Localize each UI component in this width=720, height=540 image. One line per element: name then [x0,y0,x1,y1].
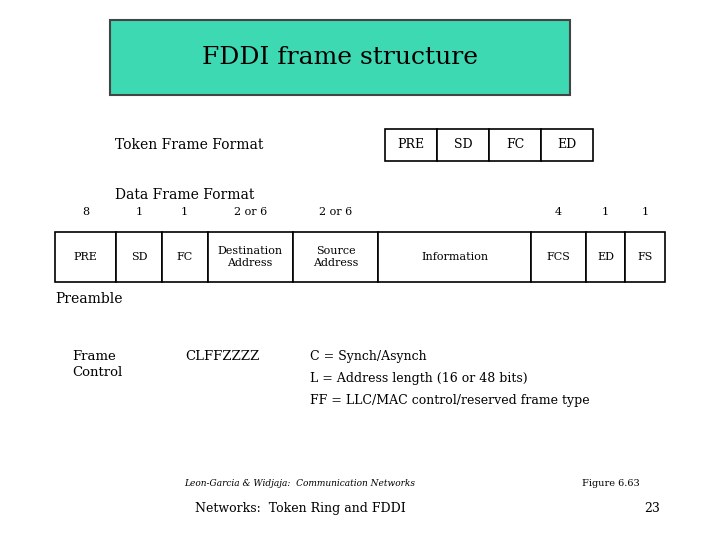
Text: Destination
Address: Destination Address [217,246,283,268]
Text: CLFFZZZZ: CLFFZZZZ [185,350,259,363]
Bar [207,232,293,282]
Text: 1: 1 [642,207,649,217]
Text: 2 or 6: 2 or 6 [319,207,352,217]
Text: PRE: PRE [397,138,425,152]
Bar [541,129,593,161]
Bar [55,232,116,282]
Text: Figure 6.63: Figure 6.63 [582,479,640,488]
Text: FS: FS [637,252,653,262]
Text: FC: FC [176,252,193,262]
Text: Source
Address: Source Address [313,246,359,268]
Text: Control: Control [72,366,122,379]
Text: SD: SD [454,138,472,152]
Text: Preamble: Preamble [55,292,122,306]
Bar [531,232,585,282]
Text: L = Address length (16 or 48 bits): L = Address length (16 or 48 bits) [310,372,528,385]
Bar [293,232,378,282]
Bar [378,232,531,282]
Bar [437,129,489,161]
Text: Frame: Frame [72,350,116,363]
Bar [626,232,665,282]
Text: 1: 1 [602,207,609,217]
Text: FF = LLC/MAC control/reserved frame type: FF = LLC/MAC control/reserved frame type [310,394,590,407]
Text: ED: ED [557,138,577,152]
Text: Token Frame Format: Token Frame Format [115,138,264,152]
Text: Information: Information [421,252,488,262]
Bar [116,232,162,282]
Text: Networks:  Token Ring and FDDI: Networks: Token Ring and FDDI [194,502,405,515]
Text: C = Synch/Asynch: C = Synch/Asynch [310,350,427,363]
Text: 1: 1 [135,207,143,217]
Text: FDDI frame structure: FDDI frame structure [202,46,478,69]
Bar [162,232,207,282]
Bar [489,129,541,161]
Text: 4: 4 [554,207,562,217]
Text: Data Frame Format: Data Frame Format [115,188,254,202]
Text: 8: 8 [82,207,89,217]
Text: PRE: PRE [73,252,97,262]
Text: 1: 1 [181,207,188,217]
Bar [585,232,626,282]
Text: Leon-Garcia & Widjaja:  Communication Networks: Leon-Garcia & Widjaja: Communication Net… [184,479,415,488]
Text: SD: SD [130,252,147,262]
Text: 2 or 6: 2 or 6 [233,207,267,217]
Text: 23: 23 [644,502,660,515]
Text: ED: ED [597,252,614,262]
Bar [110,20,570,95]
Bar [385,129,437,161]
Text: FC: FC [506,138,524,152]
Text: FCS: FCS [546,252,570,262]
